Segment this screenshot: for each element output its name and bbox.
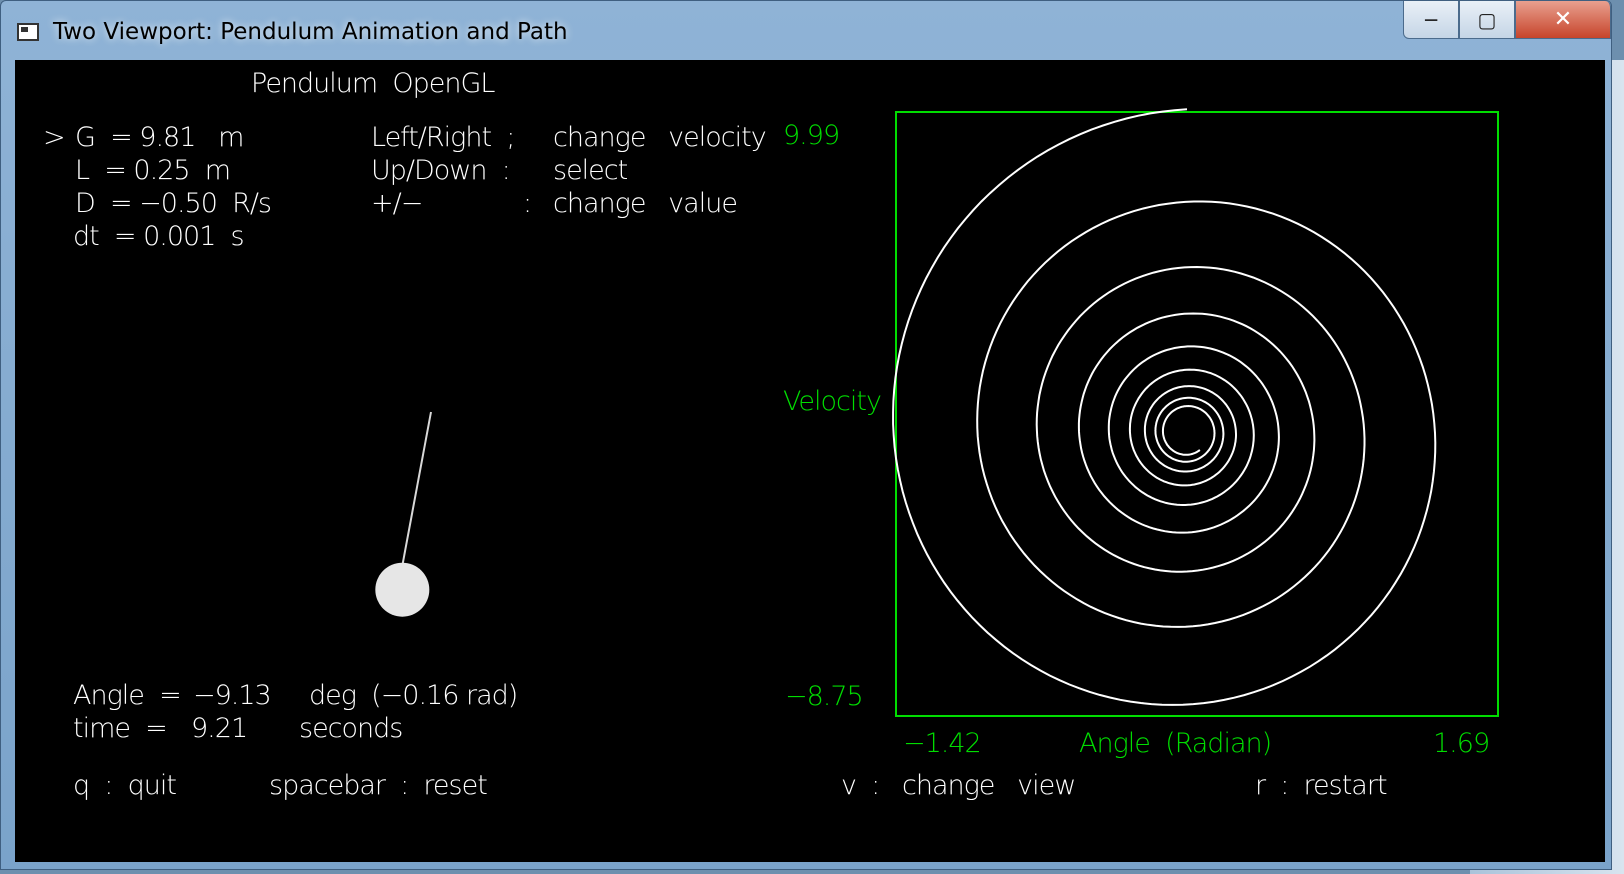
param-length: L = 0.25 m <box>75 155 231 186</box>
angle-label: Angle = <box>73 680 182 711</box>
pendulum-view <box>375 411 432 617</box>
param-timestep: dt = 0.001 s <box>73 221 245 252</box>
time-unit: seconds <box>299 713 403 744</box>
phase-trajectory <box>892 108 1437 706</box>
title-bar[interactable]: Two Viewport: Pendulum Animation and Pat… <box>1 1 1611 57</box>
param-damping: D = −0.50 R/s <box>75 188 272 219</box>
maximize-icon: ▢ <box>1477 7 1497 32</box>
window-title: Two Viewport: Pendulum Animation and Pat… <box>53 19 568 45</box>
canvas-title: Pendulum OpenGL <box>251 68 495 99</box>
selection-cursor: > <box>43 122 66 153</box>
opengl-canvas[interactable]: Pendulum OpenGL > G = 9.81 m L = 0.25 m … <box>15 60 1605 862</box>
help-updown-key: Up/Down : <box>371 155 511 186</box>
x-max-label: 1.69 <box>1433 728 1490 759</box>
minimize-icon: ─ <box>1424 7 1438 32</box>
phase-plot-frame <box>895 111 1499 717</box>
help-leftright-desc: change velocity <box>553 122 767 153</box>
minimize-button[interactable]: ─ <box>1403 1 1459 39</box>
help-plusminus-key: +/− <box>371 188 423 219</box>
x-axis-label: Angle (Radian) <box>1079 728 1272 759</box>
y-min-label: −8.75 <box>785 681 864 712</box>
pendulum-rod <box>401 411 432 566</box>
hint-restart: r : restart <box>1255 770 1388 801</box>
param-gravity: G = 9.81 m <box>75 122 244 153</box>
help-plusminus-colon: : <box>523 188 532 219</box>
time-label: time = <box>73 713 168 744</box>
time-value: 9.21 <box>191 713 248 744</box>
hint-change-view: v : change view <box>841 770 1076 801</box>
angle-unit: deg (−0.16 rad) <box>309 680 518 711</box>
help-updown-desc: select <box>553 155 628 186</box>
help-leftright-key: Left/Right ; <box>371 122 515 153</box>
help-plusminus-desc: change value <box>553 188 738 219</box>
close-button[interactable]: ✕ <box>1515 1 1611 39</box>
x-min-label: −1.42 <box>903 728 982 759</box>
y-axis-label: Velocity <box>783 386 882 417</box>
angle-value: −9.13 <box>193 680 272 711</box>
maximize-button[interactable]: ▢ <box>1459 1 1515 39</box>
hint-quit: q : quit <box>73 770 177 801</box>
phase-plot <box>892 108 1499 717</box>
window-controls: ─ ▢ ✕ <box>1403 1 1611 41</box>
pendulum-bob <box>375 562 430 617</box>
close-icon: ✕ <box>1553 7 1573 32</box>
hint-reset: spacebar : reset <box>269 770 488 801</box>
app-window-icon[interactable] <box>17 23 39 41</box>
y-max-label: 9.99 <box>783 120 840 151</box>
